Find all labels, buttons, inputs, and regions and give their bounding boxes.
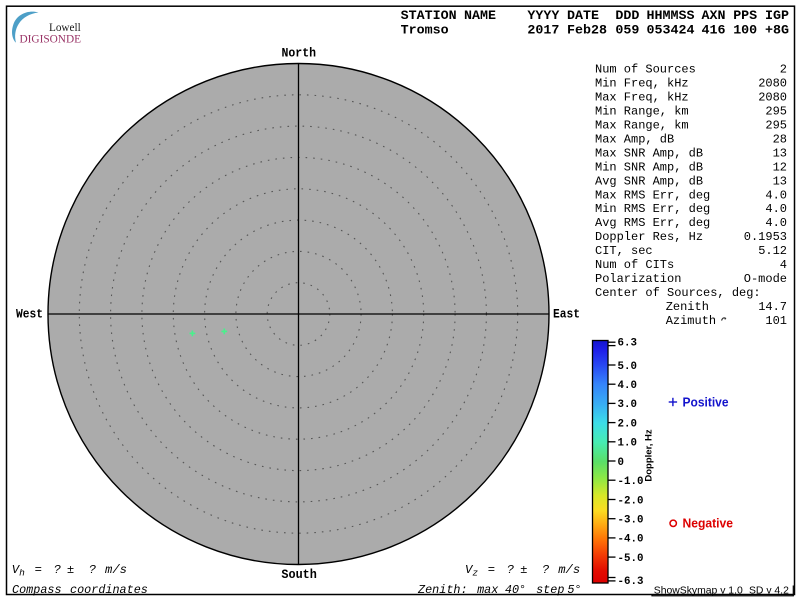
svg-text:4.0: 4.0 [765, 202, 787, 216]
svg-text:South: South [281, 567, 317, 582]
svg-text:4.0: 4.0 [765, 216, 787, 230]
svg-text:0: 0 [618, 457, 624, 469]
svg-text:Avg RMS Err, deg: Avg RMS Err, deg [595, 216, 710, 230]
svg-text:3.0: 3.0 [618, 399, 637, 411]
svg-text:ShowSkymap v 1.0SD v 4.2: ShowSkymap v 1.0 SD v 4.2 [654, 586, 789, 597]
svg-text:14.7: 14.7 [758, 300, 787, 314]
svg-text:1.0: 1.0 [618, 438, 637, 450]
svg-text:28: 28 [773, 133, 787, 147]
svg-text:Num of Sources: Num of Sources [595, 63, 696, 77]
svg-text:CIT, sec: CIT, sec [595, 244, 653, 258]
svg-text:Num of CITs: Num of CITs [595, 258, 674, 272]
svg-text:5.12: 5.12 [758, 244, 787, 258]
svg-text:Max RMS Err, deg: Max RMS Err, deg [595, 188, 710, 202]
svg-text:Polarization: Polarization [595, 272, 681, 286]
svg-text:5.0: 5.0 [618, 361, 637, 373]
svg-text:West: West [16, 307, 43, 322]
svg-text:-5.0: -5.0 [618, 553, 644, 565]
svg-text:4.0: 4.0 [765, 188, 787, 202]
svg-text:-6.3: -6.3 [618, 576, 644, 588]
svg-text:101: 101 [765, 314, 787, 328]
svg-text:Max Range, km: Max Range, km [595, 119, 689, 133]
svg-text:Min Freq, kHz: Min Freq, kHz [595, 77, 689, 91]
svg-text:East: East [553, 307, 580, 322]
svg-text:Max Amp, dB: Max Amp, dB [595, 133, 674, 147]
svg-text:Vz=?±?m/s: Vz =? ±? m/s [465, 563, 580, 579]
svg-text:Doppler Res, Hz: Doppler Res, Hz [595, 230, 703, 244]
svg-text:Avg SNR Amp, dB: Avg SNR Amp, dB [595, 174, 703, 188]
svg-text:-3.0: -3.0 [618, 515, 644, 527]
svg-text:295: 295 [765, 119, 787, 133]
svg-text:O-mode: O-mode [744, 272, 787, 286]
svg-text:2080: 2080 [758, 77, 787, 91]
svg-text:Max Freq, kHz: Max Freq, kHz [595, 91, 689, 105]
svg-text:0.1953: 0.1953 [744, 230, 787, 244]
svg-text:Min RMS Err, deg: Min RMS Err, deg [595, 202, 710, 216]
svg-text:Min SNR Amp, dB: Min SNR Amp, dB [595, 160, 703, 174]
svg-text:4: 4 [780, 258, 787, 272]
svg-text:Negative: Negative [683, 515, 734, 530]
svg-text:Center of Sources, deg:: Center of Sources, deg: [595, 286, 761, 300]
svg-text:Doppler, Hz: Doppler, Hz [644, 429, 655, 482]
svg-text:North: North [282, 46, 317, 61]
svg-text:295: 295 [765, 105, 787, 119]
svg-text:Vh=?±?m/s: Vh =? ±? m/s [12, 563, 127, 579]
svg-text:2080: 2080 [758, 91, 787, 105]
svg-text:13: 13 [773, 146, 787, 160]
svg-text:-4.0: -4.0 [618, 534, 644, 546]
svg-text:6.3: 6.3 [618, 338, 637, 350]
svg-text:Azimuth: Azimuth [666, 314, 716, 328]
svg-text:DIGISONDE: DIGISONDE [20, 34, 82, 46]
svg-text:Positive: Positive [683, 395, 729, 410]
svg-text:2: 2 [780, 63, 787, 77]
svg-text:2.0: 2.0 [618, 418, 637, 430]
svg-text:Max SNR Amp, dB: Max SNR Amp, dB [595, 146, 703, 160]
svg-text:-1.0: -1.0 [618, 476, 644, 488]
svg-text:Lowell: Lowell [49, 22, 81, 34]
svg-text:-2.0: -2.0 [618, 495, 644, 507]
svg-text:13: 13 [773, 174, 787, 188]
svg-text:4.0: 4.0 [618, 380, 637, 392]
svg-text:12: 12 [773, 160, 787, 174]
svg-text:Zenith: Zenith [666, 300, 709, 314]
svg-text:Min Range, km: Min Range, km [595, 105, 689, 119]
